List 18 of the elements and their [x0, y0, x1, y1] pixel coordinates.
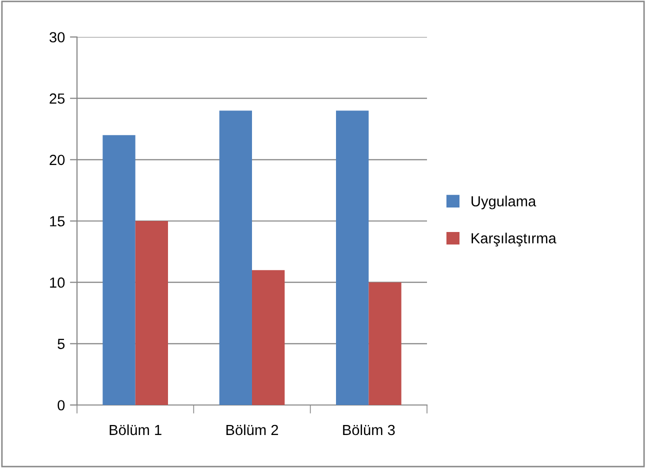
x-tick-label: Bölüm 1	[110, 424, 162, 436]
x-tick-label: Bölüm 2	[226, 424, 278, 436]
bar	[252, 270, 285, 405]
legend-label: Karşılaştırma	[472, 232, 556, 246]
bar	[368, 282, 402, 405]
x-tick-label: Bölüm 3	[343, 424, 395, 436]
y-tick-label: 15	[50, 216, 65, 226]
y-tick-label: 10	[50, 277, 65, 288]
bar	[219, 110, 252, 405]
bar	[336, 110, 369, 405]
legend-label: Uygulama	[472, 196, 536, 210]
y-tick-label: 30	[50, 32, 65, 42]
y-tick-label: 0	[58, 400, 65, 410]
bar	[135, 221, 168, 405]
y-tick-label: 20	[50, 154, 65, 166]
y-tick-label: 25	[50, 93, 65, 104]
y-tick-label: 5	[58, 338, 65, 350]
bar	[102, 135, 136, 405]
